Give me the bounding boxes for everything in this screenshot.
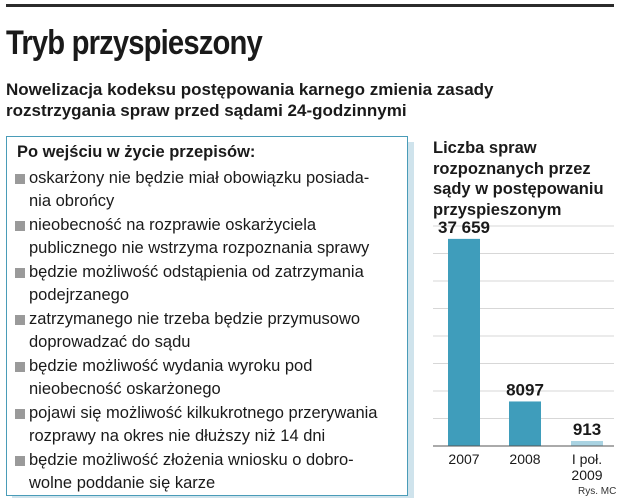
square-bullet-icon bbox=[15, 174, 25, 184]
x-tick-label: 2007 bbox=[448, 451, 479, 467]
page-title: Tryb przyspieszony bbox=[6, 24, 263, 62]
data-label: 37 659 bbox=[438, 218, 490, 237]
subtitle-line: Nowelizacja kodeksu postępowania karnego… bbox=[6, 80, 494, 99]
chart-title-line: Liczba spraw bbox=[433, 139, 537, 157]
bar bbox=[509, 401, 541, 446]
list-item: zatrzymanego nie trzeba będzie przymusow… bbox=[13, 308, 405, 355]
chart-title: Liczba spraw rozpoznanych przez sądy w p… bbox=[433, 138, 613, 220]
page-subtitle: Nowelizacja kodeksu postępowania karnego… bbox=[6, 79, 566, 121]
chart-title-line: sądy w postępowaniu bbox=[433, 180, 604, 198]
chart-title-line: przyspieszonym bbox=[433, 200, 562, 219]
list-item-line: nia obrońcy bbox=[29, 192, 115, 210]
list-item-line: nieobecność oskarżonego bbox=[29, 380, 221, 398]
x-tick-label: 2009 bbox=[571, 467, 602, 483]
square-bullet-icon bbox=[15, 315, 25, 325]
square-bullet-icon bbox=[15, 268, 25, 278]
square-bullet-icon bbox=[15, 456, 25, 466]
list-item-line: oskarżony nie będzie miał obowiązku posi… bbox=[29, 169, 370, 187]
list-item-line: zatrzymanego nie trzeba będzie przymusow… bbox=[29, 310, 361, 328]
list-item-line: rozprawy na okres nie dłuższy niż 14 dni bbox=[29, 427, 326, 445]
bar bbox=[571, 440, 603, 446]
list-item-line: będzie możliwość złożenia wniosku o dobr… bbox=[29, 451, 354, 469]
square-bullet-icon bbox=[15, 409, 25, 419]
data-label: 913 bbox=[573, 420, 601, 439]
x-tick-label: I poł. bbox=[572, 451, 602, 467]
list-item-line: będzie możliwość odstąpienia od zatrzyma… bbox=[29, 263, 364, 281]
subtitle-line: rozstrzygania spraw przed sądami 24-godz… bbox=[6, 101, 407, 120]
list-item-line: będzie możliwość wydania wyroku pod bbox=[29, 357, 313, 375]
x-tick-label: 2008 bbox=[509, 451, 540, 467]
list-item: będzie możliwość złożenia wniosku o dobr… bbox=[13, 449, 405, 496]
list-item: będzie możliwość wydania wyroku pod nieob… bbox=[13, 355, 405, 402]
list-item-line: wolne poddanie się karze bbox=[29, 474, 216, 492]
list-item: będzie możliwość odstąpienia od zatrzyma… bbox=[13, 261, 405, 308]
list-item-line: publicznego nie wstrzyma rozpoznania spr… bbox=[29, 239, 370, 257]
top-rule bbox=[6, 4, 614, 7]
panel-heading: Po wejściu w życie przepisów: bbox=[17, 143, 256, 161]
list-item-line: doprowadzać do sądu bbox=[29, 333, 191, 351]
square-bullet-icon bbox=[15, 221, 25, 231]
chart-title-line: rozpoznanych przez bbox=[433, 159, 591, 178]
changes-list: oskarżony nie będzie miał obowiązku posi… bbox=[13, 167, 405, 496]
list-item-line: pojawi się możliwość kilkukrotnego przer… bbox=[29, 404, 378, 422]
list-item-line: podejrzanego bbox=[29, 286, 129, 304]
credit: Rys. MC bbox=[578, 486, 617, 497]
list-item: oskarżony nie będzie miał obowiązku posi… bbox=[13, 167, 405, 214]
list-item-line: nieobecność na rozprawie oskarżyciela bbox=[29, 216, 317, 234]
list-item: pojawi się możliwość kilkukrotnego przer… bbox=[13, 402, 405, 449]
square-bullet-icon bbox=[15, 362, 25, 372]
changes-panel: Po wejściu w życie przepisów: oskarżony … bbox=[6, 136, 408, 496]
list-item: nieobecność na rozprawie oskarżyciela pub… bbox=[13, 214, 405, 261]
data-label: 8097 bbox=[506, 380, 544, 399]
bar bbox=[448, 238, 480, 446]
